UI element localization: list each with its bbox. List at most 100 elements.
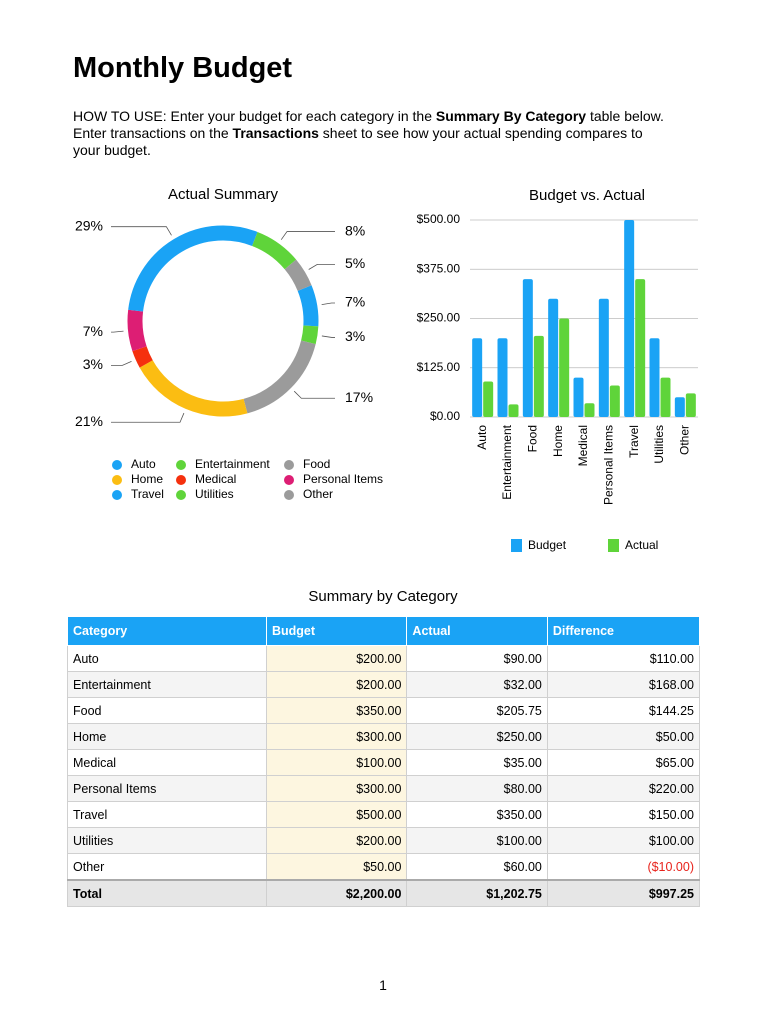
donut-slice xyxy=(301,325,319,345)
table-row: Utilities $200.00 $100.00 $100.00 xyxy=(67,827,701,854)
legend-swatch xyxy=(176,475,186,485)
table-cell: $150.00 xyxy=(546,801,701,828)
legend-swatch xyxy=(112,490,122,500)
table-cell: $90.00 xyxy=(406,645,548,672)
donut-slice xyxy=(128,225,258,312)
legend-label: Medical xyxy=(195,472,236,486)
leader-line xyxy=(321,302,335,306)
legend-swatch xyxy=(112,475,122,485)
charts: Actual Summary 7% 3% 17% 21% 3% 7% 29% 8% 5% Auto E… xyxy=(75,186,698,552)
header-row: Category Budget Actual Difference xyxy=(67,616,701,646)
table-cell: $300.00 xyxy=(265,723,408,750)
instruction-text: Summary By Category xyxy=(435,108,587,124)
value-label: 8% xyxy=(345,222,365,238)
table-cell: ($10.00) xyxy=(546,853,701,881)
x-tick-label: Medical xyxy=(576,425,590,466)
table-row: Medical $100.00 $35.00 $65.00 xyxy=(67,749,701,776)
table-cell: Other xyxy=(67,853,267,881)
table-cell: Auto xyxy=(67,645,267,672)
table-row: Home $300.00 $250.00 $50.00 xyxy=(67,723,701,750)
legend-label: Home xyxy=(131,472,163,486)
summary-table: Category Budget Actual Difference Auto $200.0… xyxy=(67,616,701,907)
chart-title: Actual Summary xyxy=(168,186,279,203)
page-number: 1 xyxy=(379,977,387,993)
instruction-text: table below. Enter transactions on the xyxy=(73,108,664,141)
table-cell: Home xyxy=(67,723,267,750)
bar xyxy=(685,393,696,417)
leader-line xyxy=(111,226,172,236)
table-row: Entertainment $200.00 $32.00 $168.00 xyxy=(67,671,701,698)
legend-swatch xyxy=(511,539,522,552)
table-cell: $50.00 xyxy=(546,723,701,750)
leader-line xyxy=(308,263,335,270)
table-cell: Medical xyxy=(67,749,267,776)
bar xyxy=(508,404,519,417)
leader-line xyxy=(111,330,124,333)
y-tick-label: $250.00 xyxy=(417,311,461,325)
bar xyxy=(624,220,635,417)
legend-label: Actual xyxy=(625,538,658,552)
table-cell: Personal Items xyxy=(67,775,267,802)
donut-slice xyxy=(139,360,248,417)
bar xyxy=(533,335,544,417)
legend-label: Food xyxy=(303,457,330,471)
instruction-text: sheet to see how your actual spending co… xyxy=(73,125,643,158)
donut-slice xyxy=(251,231,297,270)
table-row: Travel $500.00 $350.00 $150.00 xyxy=(67,801,701,828)
value-label: 3% xyxy=(83,356,103,372)
bar xyxy=(472,338,483,417)
table-row: Other $50.00 $60.00 ($10.00) xyxy=(67,853,701,881)
table-cell: $220.00 xyxy=(546,775,701,802)
bar xyxy=(635,279,646,417)
leader-line xyxy=(111,412,185,423)
table-cell: $100.00 xyxy=(406,827,548,854)
legend-swatch xyxy=(284,460,294,470)
x-tick-label: Auto xyxy=(475,425,489,450)
donut-slice xyxy=(243,340,316,414)
legend-label: Budget xyxy=(528,538,567,552)
bar xyxy=(660,377,671,417)
legend-swatch xyxy=(284,475,294,485)
bar xyxy=(649,338,660,417)
value-label: 21% xyxy=(75,413,103,429)
bar xyxy=(483,381,494,417)
instruction-text: Transactions xyxy=(232,125,319,141)
instruction-text: HOW TO USE: Enter your budget for each c… xyxy=(73,108,436,124)
table-cell: $35.00 xyxy=(406,749,548,776)
value-label: 17% xyxy=(345,389,373,405)
donut-slice xyxy=(297,285,319,327)
y-tick-label: $500.00 xyxy=(417,212,461,226)
x-tick-label: Entertainment xyxy=(500,424,514,499)
chart-title: Budget vs. Actual xyxy=(529,187,645,204)
legend-label: Utilities xyxy=(195,487,234,501)
table-cell: $50.00 xyxy=(265,853,408,881)
header-cell: Difference xyxy=(546,616,701,646)
bar xyxy=(674,397,685,417)
legend-swatch xyxy=(112,460,122,470)
table-cell: Food xyxy=(67,697,267,724)
table-row: Food $350.00 $205.75 $144.25 xyxy=(67,697,701,724)
table-cell: $500.00 xyxy=(265,801,408,828)
x-tick-label: Utilities xyxy=(652,425,666,464)
table-row: Auto $200.00 $90.00 $110.00 xyxy=(67,645,701,672)
bar xyxy=(559,318,570,417)
leader-line xyxy=(321,335,335,338)
header-cell: Actual xyxy=(406,616,548,646)
instructions: HOW TO USE: Enter your budget for each c… xyxy=(73,108,673,159)
y-tick-label: $125.00 xyxy=(417,360,461,374)
table-cell: $350.00 xyxy=(406,801,548,828)
table-cell: $80.00 xyxy=(406,775,548,802)
value-label: 7% xyxy=(83,323,103,339)
table-cell: $200.00 xyxy=(265,827,408,854)
table-cell: $1,202.75 xyxy=(406,879,548,907)
bar xyxy=(548,298,559,417)
x-tick-label: Travel xyxy=(627,425,641,458)
page-title: Monthly Budget xyxy=(73,52,293,84)
legend-swatch xyxy=(176,460,186,470)
table-cell: $144.25 xyxy=(546,697,701,724)
donut-slice xyxy=(132,346,153,368)
x-tick-label: Food xyxy=(526,425,540,452)
donut-slice xyxy=(127,309,147,352)
y-tick-label: $375.00 xyxy=(417,261,461,275)
